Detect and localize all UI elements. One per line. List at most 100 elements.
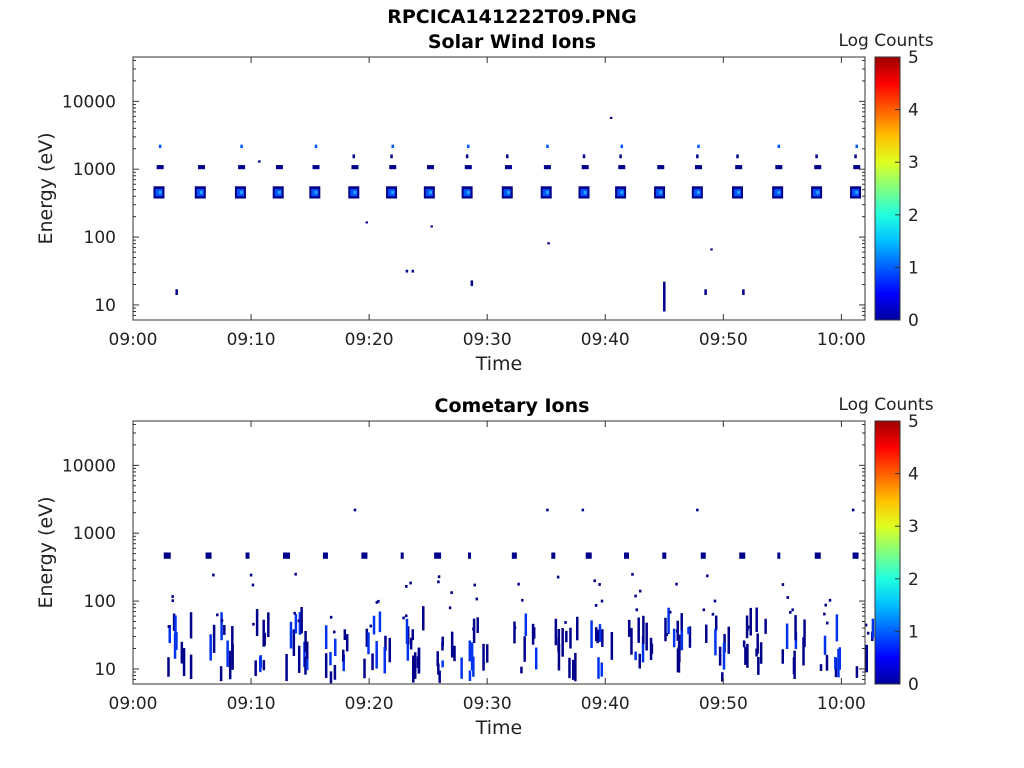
cometary-high-point <box>851 508 855 512</box>
cometary-streak <box>405 584 408 588</box>
cometary-burst-cell <box>168 624 171 644</box>
sw-sparse-point <box>411 269 415 273</box>
cometary-streak <box>521 598 524 602</box>
cometary-burst-cell <box>718 646 722 657</box>
cometary-streak <box>437 580 440 584</box>
sw-cluster-upper <box>853 165 861 170</box>
cometary-burst-cell <box>262 660 266 671</box>
colorbar-tick-label: 0 <box>908 311 919 331</box>
cometary-streak <box>450 591 453 595</box>
cometary-streak <box>517 582 520 586</box>
cometary-streak <box>297 619 301 623</box>
x-tick-label: 09:10 <box>227 330 276 350</box>
cometary-line-point <box>467 552 471 559</box>
sw-sparse-point <box>470 280 474 287</box>
cometary-burst-cell <box>598 624 602 642</box>
cometary-streak <box>171 599 175 603</box>
colorbar-tick-label: 3 <box>908 517 919 537</box>
sw-point-mid <box>854 154 857 159</box>
cometary-line-point <box>624 552 630 559</box>
cometary-streak <box>675 582 678 586</box>
x-axis-label: Time <box>475 353 523 375</box>
sw-cluster-peak <box>506 190 510 195</box>
sw-cluster-upper <box>238 165 246 170</box>
colorbar-tick-label: 3 <box>908 153 919 173</box>
cometary-streak <box>375 600 379 604</box>
cometary-burst-cell <box>597 657 600 679</box>
cometary-line-point <box>400 552 404 559</box>
cometary-burst-cell <box>672 628 676 648</box>
cometary-burst-cell <box>838 647 842 670</box>
sw-cluster-upper <box>312 165 320 170</box>
cometary-burst-cell <box>520 666 523 674</box>
cometary-streak <box>167 625 171 629</box>
cometary-burst-cell <box>757 656 760 675</box>
cometary-streak <box>216 613 219 617</box>
cometary-burst-cell <box>485 644 489 663</box>
sw-cluster-upper <box>275 165 283 170</box>
cometary-burst-cell <box>267 612 270 638</box>
colorbar-tick-label: 0 <box>908 675 919 695</box>
cometary-streak <box>473 583 476 587</box>
sw-sparse-point <box>663 281 666 312</box>
cometary-burst-cell <box>571 659 575 680</box>
sw-cluster-peak <box>659 190 663 195</box>
sw-sparse-point <box>742 289 745 296</box>
x-tick-label: 09:30 <box>463 694 512 714</box>
cometary-burst-cell <box>755 607 758 633</box>
sw-sparse-point <box>405 269 409 273</box>
colorbar-tick-label: 1 <box>908 622 919 642</box>
cometary-burst-cell <box>220 612 223 641</box>
sw-cluster-upper <box>464 165 472 170</box>
cometary-burst-cell <box>470 642 474 671</box>
cometary-burst-cell <box>513 621 516 644</box>
cometary-burst-cell <box>680 613 683 634</box>
cometary-burst-cell <box>630 628 633 655</box>
cometary-streak <box>220 619 224 622</box>
cometary-streak <box>598 583 601 586</box>
sw-cluster-peak <box>466 190 470 195</box>
cometary-burst-cell <box>441 660 444 668</box>
cometary-burst-cell <box>727 626 731 654</box>
cometary-burst-cell <box>871 618 875 639</box>
cometary-burst-cell <box>794 615 797 641</box>
cometary-burst-cell <box>255 609 259 636</box>
cometary-streak <box>251 583 255 587</box>
sw-cluster-peak <box>158 190 162 195</box>
cometary-line-point <box>282 552 290 559</box>
cometary-burst-cell <box>341 649 345 662</box>
cometary-burst-cell <box>372 615 376 635</box>
cometary-burst-cell <box>756 633 759 654</box>
x-tick-label: 09:40 <box>581 694 630 714</box>
cometary-burst-cell <box>676 648 680 673</box>
cometary-burst-cell <box>405 618 409 644</box>
cometary-burst-cell <box>228 650 232 680</box>
cometary-burst-cell <box>714 615 718 631</box>
cometary-streak <box>638 589 642 593</box>
cometary-streak <box>212 573 215 577</box>
sw-cluster-peak <box>277 190 281 195</box>
cometary-streak <box>713 599 717 603</box>
cometary-burst-cell <box>781 649 785 664</box>
cometary-burst-cell <box>637 617 640 643</box>
cometary-burst-cell <box>388 637 392 663</box>
cometary-streak <box>789 610 792 614</box>
plot-frame <box>132 420 866 685</box>
y-axis-label: Energy (eV) <box>35 132 57 244</box>
cometary-streak <box>747 625 751 629</box>
cometary-streak <box>293 611 296 615</box>
cometary-burst-cell <box>460 657 463 679</box>
cometary-burst-cell <box>803 619 806 648</box>
cometary-streak <box>333 630 336 634</box>
colorbar-label: Log Counts <box>838 395 933 415</box>
cometary-streak <box>823 612 826 616</box>
cometary-burst-cell <box>345 634 349 652</box>
sw-cluster-peak <box>816 190 820 195</box>
colorbar <box>874 420 901 685</box>
cometary-streak <box>594 604 598 607</box>
colorbar-tick-label: 1 <box>908 258 919 278</box>
sw-point-mid <box>736 154 739 159</box>
cometary-streak <box>866 631 870 635</box>
x-tick-label: 09:30 <box>463 330 512 350</box>
chart-title-solar-wind: Solar Wind Ions <box>427 31 597 53</box>
